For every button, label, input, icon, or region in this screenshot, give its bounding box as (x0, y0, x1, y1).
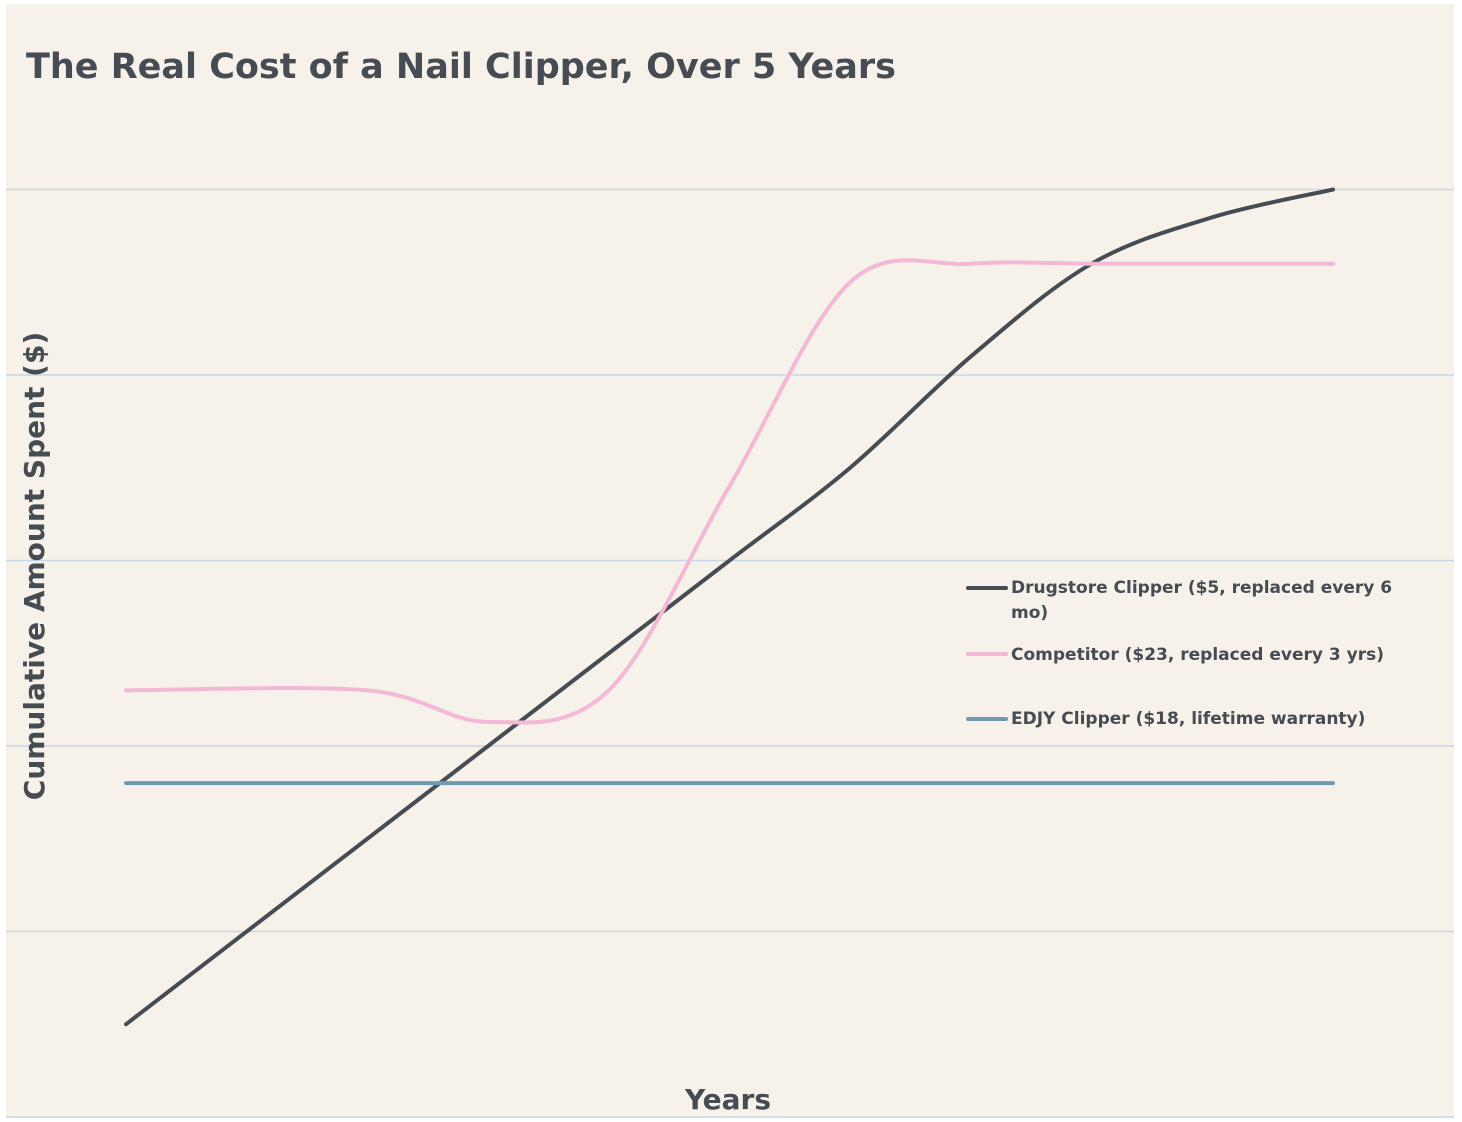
legend-label-drugstore-line1: Drugstore Clipper ($5, replaced every 6 (1011, 578, 1392, 598)
legend-label-edjy: EDJY Clipper ($18, lifetime warranty) (1011, 709, 1365, 729)
series-competitor-line (124, 258, 1335, 725)
chart-title: The Real Cost of a Nail Clipper, Over 5 … (26, 47, 896, 87)
legend-label-competitor: Competitor ($23, replaced every 3 yrs) (1011, 645, 1384, 665)
x-axis-label: Years (684, 1083, 771, 1116)
y-axis-label: Cumulative Amount Spent ($) (18, 332, 51, 800)
chart-frame: The Real Cost of a Nail Clipper, Over 5 … (6, 4, 1454, 1118)
series-lines (124, 187, 1335, 1027)
legend: Drugstore Clipper ($5, replaced every 6 … (966, 578, 1398, 729)
legend-item-drugstore: Drugstore Clipper ($5, replaced every 6 … (966, 578, 1398, 623)
series-drugstore-line (124, 187, 1335, 1027)
legend-item-edjy: EDJY Clipper ($18, lifetime warranty) (966, 709, 1365, 729)
legend-label-drugstore-line2: mo) (1011, 603, 1048, 623)
line-chart: The Real Cost of a Nail Clipper, Over 5 … (6, 47, 1454, 1118)
legend-label-drugstore: Drugstore Clipper ($5, replaced every 6 … (1011, 578, 1398, 623)
legend-item-competitor: Competitor ($23, replaced every 3 yrs) (966, 645, 1384, 665)
